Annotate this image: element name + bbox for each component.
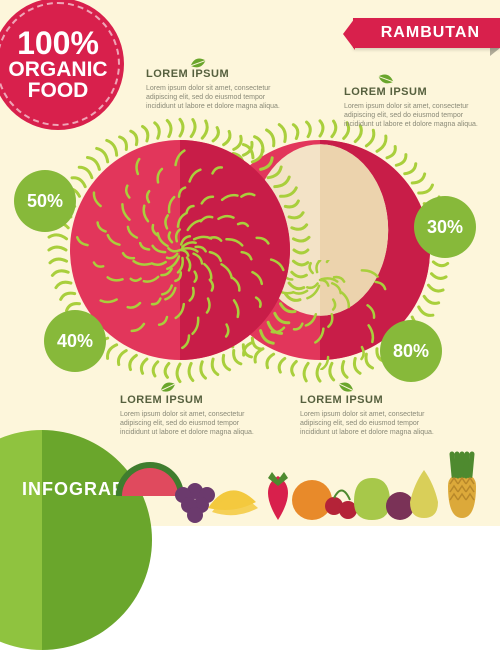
callout-2: LOREM IPSUM Lorem ipsum dolor sit amet, … — [120, 394, 270, 437]
stat-bubble-80: 80% — [380, 320, 442, 382]
callout-1: LOREM IPSUM Lorem ipsum dolor sit amet, … — [344, 86, 494, 129]
stat-bubble-50: 50% — [14, 170, 76, 232]
callout-body: Lorem ipsum dolor sit amet, consectetur … — [146, 84, 296, 111]
callout-heading: LOREM IPSUM — [300, 394, 450, 406]
callout-body: Lorem ipsum dolor sit amet, consectetur … — [120, 410, 270, 437]
fruit-strip-illustration — [0, 436, 500, 526]
callout-body: Lorem ipsum dolor sit amet, consectetur … — [300, 410, 450, 437]
callout-0: LOREM IPSUM Lorem ipsum dolor sit amet, … — [146, 68, 296, 111]
stat-bubble-40: 40% — [44, 310, 106, 372]
callout-heading: LOREM IPSUM — [120, 394, 270, 406]
callout-body: Lorem ipsum dolor sit amet, consectetur … — [344, 102, 494, 129]
callout-heading: LOREM IPSUM — [146, 68, 296, 80]
stat-bubble-30: 30% — [414, 196, 476, 258]
callout-heading: LOREM IPSUM — [344, 86, 494, 98]
callout-3: LOREM IPSUM Lorem ipsum dolor sit amet, … — [300, 394, 450, 437]
